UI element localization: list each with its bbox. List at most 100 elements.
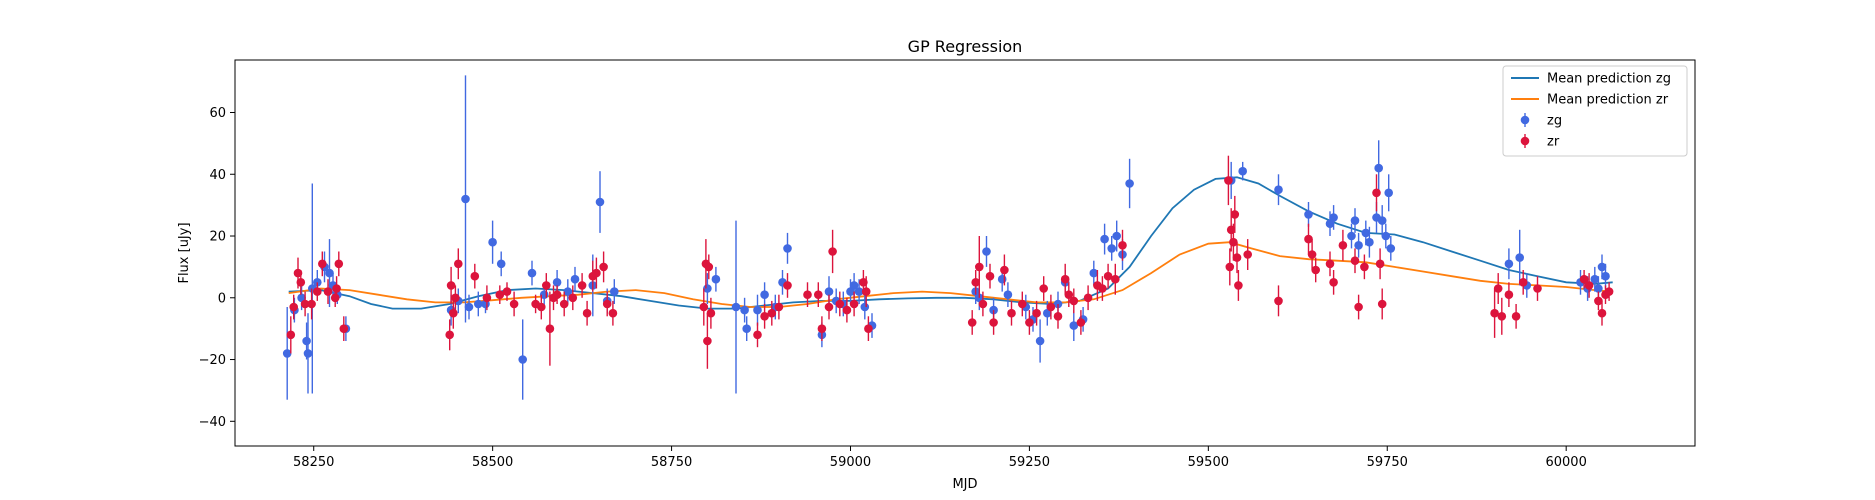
point-zr — [545, 324, 555, 334]
point-zr — [861, 287, 871, 296]
point-zg — [1089, 268, 1099, 278]
point-zr — [828, 247, 837, 256]
point-zg — [488, 237, 497, 247]
point-zg — [527, 268, 537, 278]
point-zg — [1043, 308, 1052, 318]
point-zg — [1325, 219, 1335, 228]
point-zr — [814, 290, 823, 300]
point-zr — [1046, 302, 1056, 312]
point-zg — [461, 194, 470, 204]
point-zg — [740, 305, 749, 315]
point-zg — [742, 324, 751, 334]
y-tick-label: −40 — [199, 415, 226, 430]
point-zr — [286, 330, 296, 340]
point-zr — [509, 299, 519, 309]
point-zg — [1354, 241, 1363, 250]
point-zr — [552, 290, 562, 300]
point-zg — [1107, 244, 1116, 253]
point-zr — [1098, 284, 1107, 293]
point-zg — [282, 349, 292, 358]
point-zr — [1604, 287, 1614, 296]
point-zg — [1597, 262, 1607, 272]
point-zr — [1579, 274, 1589, 284]
point-zr — [330, 293, 340, 303]
point-zr — [978, 299, 988, 309]
point-zr — [817, 324, 827, 334]
point-zr — [313, 287, 322, 296]
point-zr — [1304, 234, 1313, 244]
point-zr — [989, 318, 998, 327]
point-zr — [835, 299, 845, 309]
point-zr — [760, 312, 769, 321]
point-zr — [323, 287, 333, 296]
point-zr — [495, 290, 505, 300]
point-zr — [559, 299, 569, 309]
point-zg — [1329, 213, 1338, 222]
legend-label-zr_mean: Mean prediction zr — [1547, 93, 1669, 108]
point-zr — [1018, 299, 1027, 309]
point-zr — [470, 271, 480, 281]
point-zg — [1515, 253, 1524, 262]
point-zr — [451, 293, 460, 303]
point-zg — [1381, 231, 1391, 241]
point-zr — [1325, 259, 1335, 269]
plot-frame — [234, 59, 1696, 447]
point-zg — [846, 287, 855, 296]
point-zr — [1584, 281, 1594, 290]
point-zr — [502, 287, 512, 296]
point-zr — [602, 299, 612, 309]
point-zr — [1372, 188, 1381, 198]
point-zr — [824, 302, 834, 312]
point-zg — [1374, 163, 1383, 173]
point-zr — [1377, 299, 1387, 309]
point-zr — [339, 324, 349, 334]
point-zg — [474, 299, 483, 309]
point-zr — [1329, 278, 1338, 287]
point-zr — [568, 293, 578, 303]
point-zr — [1504, 290, 1514, 300]
point-zr — [334, 259, 344, 269]
point-zr — [300, 299, 310, 309]
point-zg — [711, 274, 721, 284]
point-zg — [518, 355, 527, 364]
point-zr — [1274, 296, 1283, 306]
legend-label-zg_mean: Mean prediction zg — [1547, 72, 1671, 87]
x-tick-label: 59000 — [830, 455, 871, 470]
point-zg — [1238, 166, 1247, 176]
point-zr — [1497, 312, 1507, 321]
point-zr — [849, 299, 859, 309]
point-zr — [1230, 210, 1240, 219]
point-zg — [563, 287, 573, 296]
point-zg — [1386, 244, 1396, 253]
point-zg — [1377, 216, 1387, 225]
point-zg — [731, 302, 741, 312]
point-zr — [1511, 312, 1521, 321]
point-zr — [1518, 278, 1528, 287]
point-zg — [1601, 271, 1610, 281]
point-zr — [1032, 308, 1041, 318]
point-zr — [296, 278, 306, 287]
point-zg — [997, 274, 1007, 284]
legend-box — [1502, 65, 1688, 157]
point-zr — [445, 330, 455, 340]
x-tick-label: 59250 — [1009, 455, 1050, 470]
point-zr — [577, 281, 587, 290]
point-zg — [1590, 274, 1600, 284]
point-zg — [302, 336, 311, 346]
point-zr — [542, 281, 551, 290]
legend-swatch-zg — [1520, 115, 1530, 125]
chart-title: GP Regression — [908, 37, 1023, 56]
axes-layer — [234, 59, 1696, 447]
line-zr_mean — [288, 241, 1613, 308]
point-zg — [1125, 179, 1134, 188]
point-zr — [803, 290, 812, 300]
point-zr — [1025, 318, 1034, 327]
point-zr — [1338, 241, 1348, 250]
point-zr — [1118, 241, 1127, 250]
point-zr — [1597, 308, 1607, 318]
point-zg — [1350, 216, 1360, 225]
point-zg — [1504, 259, 1514, 269]
point-zr — [704, 262, 714, 272]
point-zr — [985, 271, 995, 281]
